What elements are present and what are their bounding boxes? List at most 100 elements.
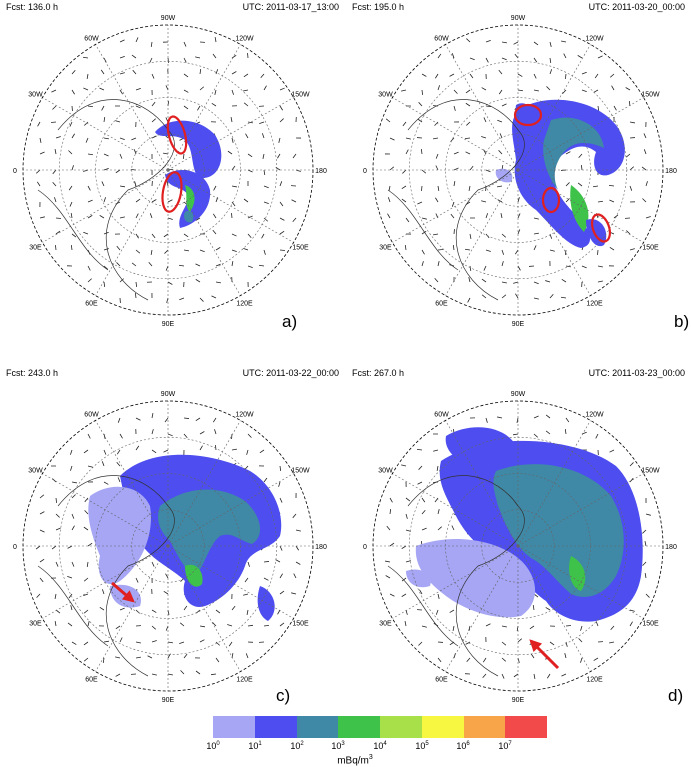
wind-arrow	[227, 624, 233, 627]
wind-arrow	[135, 213, 139, 219]
wind-arrow	[417, 481, 423, 485]
meridian-line	[167, 44, 241, 171]
longitude-label: 0	[13, 544, 17, 551]
wind-arrow	[67, 575, 73, 579]
wind-arrow	[597, 200, 604, 203]
wind-arrow	[464, 248, 471, 251]
longitude-label: 30E	[379, 621, 392, 628]
meridian-line	[517, 97, 644, 171]
wind-arrow	[549, 69, 553, 75]
coastline	[37, 475, 175, 677]
highlight-ellipse	[590, 213, 612, 243]
wind-arrow	[231, 71, 237, 75]
polar-map-b: 0 30W 60W 90W 120W 150W 180 150E 120E 90E 60E 30E	[363, 15, 677, 328]
wind-arrow	[247, 233, 252, 239]
wind-arrow	[119, 72, 125, 75]
wind-arrow	[545, 607, 551, 611]
wind-arrow	[243, 89, 249, 92]
wind-arrow	[466, 38, 471, 43]
wind-arrow	[465, 641, 471, 645]
wind-arrow	[183, 57, 187, 63]
polar-map-a: 0 30W 60W 90W 120W 150W 180 150E 120E 90E 60E 30E	[13, 15, 327, 328]
wind-arrow	[516, 417, 519, 423]
wind-arrow	[482, 657, 487, 663]
wind-arrow	[629, 477, 634, 483]
wind-arrow	[437, 657, 442, 663]
wind-arrow	[52, 105, 57, 110]
wind-arrow	[231, 261, 234, 267]
wind-arrow	[183, 433, 188, 439]
wind-arrow	[71, 513, 75, 519]
wind-arrow	[103, 153, 109, 157]
wind-arrow	[36, 593, 41, 598]
wind-arrow	[465, 89, 471, 94]
wind-arrow	[517, 229, 521, 235]
wind-arrow	[514, 53, 519, 59]
longitude-label: 30W	[28, 92, 43, 99]
wind-arrow	[135, 577, 139, 583]
wind-arrow	[581, 89, 587, 93]
wind-arrow	[247, 215, 253, 219]
polar-map-c: 0 30W 60W 90W 120W 150W 180 150E 120E 90E 60E 30E	[13, 391, 327, 704]
wind-arrow	[402, 121, 407, 127]
wind-arrow	[115, 673, 121, 677]
meridian-line	[95, 420, 169, 547]
wind-arrow	[55, 561, 59, 567]
wind-arrow	[497, 119, 503, 123]
wind-arrow	[453, 89, 458, 94]
wind-arrow	[295, 545, 300, 551]
wind-arrow	[231, 249, 237, 253]
wind-arrow	[243, 593, 249, 596]
wind-arrow	[71, 89, 75, 95]
longitude-label: 90W	[161, 391, 176, 398]
wind-arrow	[259, 121, 265, 124]
wind-arrow	[263, 169, 266, 176]
wind-arrow	[52, 169, 57, 175]
wind-arrow	[421, 625, 427, 628]
meridian-line	[42, 473, 169, 547]
meridian-line	[392, 545, 519, 619]
meridian-line	[167, 545, 241, 672]
wind-arrow	[386, 525, 391, 531]
wind-arrow	[71, 133, 75, 139]
wind-arrow	[68, 150, 73, 155]
wind-arrow	[497, 199, 503, 203]
wind-arrow	[119, 185, 125, 188]
colorbar-tick: 107	[498, 741, 512, 751]
forecast-hour: Fcst: 195.0 h	[352, 2, 405, 12]
wind-arrow	[499, 133, 503, 139]
wind-arrow	[501, 249, 505, 255]
wind-arrow	[54, 149, 57, 155]
wind-arrow	[55, 244, 57, 251]
wind-arrow	[195, 279, 201, 283]
wind-arrow	[279, 573, 283, 579]
wind-arrow	[263, 624, 270, 627]
wind-arrow	[214, 429, 217, 435]
wind-arrow	[167, 433, 173, 437]
longitude-label: 90E	[512, 697, 525, 704]
wind-arrow	[151, 561, 155, 567]
meridian-line	[445, 545, 519, 672]
wind-arrow	[215, 69, 219, 75]
wind-arrow	[437, 593, 440, 599]
wind-arrow	[119, 278, 124, 283]
wind-arrow	[385, 575, 391, 579]
wind-arrow	[419, 589, 423, 595]
wind-arrow	[215, 263, 221, 267]
wind-arrow	[485, 417, 488, 423]
wind-arrow	[609, 73, 615, 78]
wind-arrow	[501, 103, 507, 107]
wind-arrow	[70, 244, 73, 251]
wind-arrow	[401, 198, 407, 203]
wind-arrow	[533, 89, 539, 92]
meridian-line	[445, 169, 519, 296]
wind-arrow	[135, 281, 138, 288]
wind-arrow	[214, 89, 217, 95]
wind-arrow	[405, 513, 408, 519]
wind-arrow	[291, 592, 297, 595]
wind-arrow	[467, 297, 471, 303]
wind-arrow	[465, 151, 471, 155]
longitude-label: 90E	[162, 321, 175, 328]
wind-arrow	[404, 244, 407, 251]
wind-arrow	[85, 137, 89, 143]
